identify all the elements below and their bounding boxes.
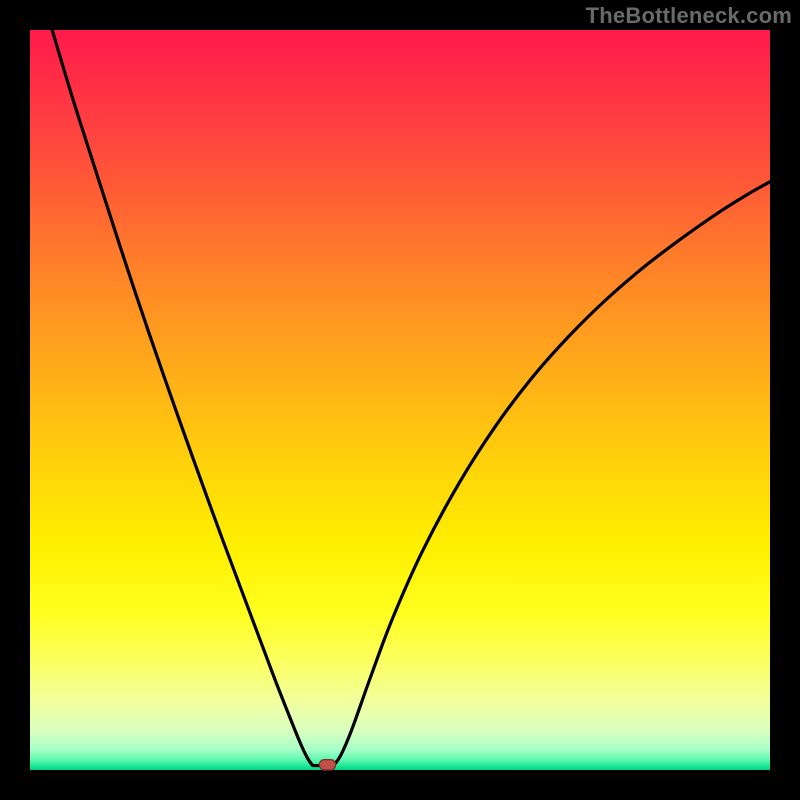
plot-area bbox=[30, 30, 770, 770]
chart-frame: TheBottleneck.com bbox=[0, 0, 800, 800]
bottleneck-curve bbox=[52, 30, 770, 766]
bottleneck-curve-svg bbox=[30, 30, 770, 770]
watermark-text: TheBottleneck.com bbox=[586, 3, 792, 29]
optimal-point-marker bbox=[319, 760, 335, 770]
